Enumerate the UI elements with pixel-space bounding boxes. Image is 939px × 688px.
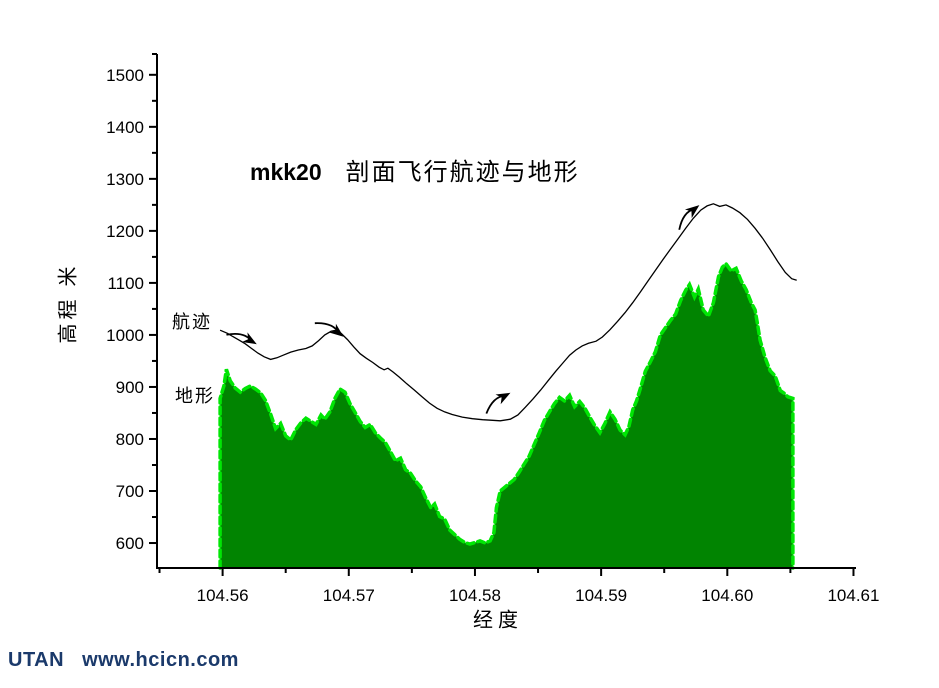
chart-title-code: mkk20	[250, 159, 322, 185]
y-tick-label: 1300	[106, 170, 144, 189]
terrain-outline	[218, 261, 795, 570]
x-tick-label: 104.58	[449, 586, 501, 605]
y-tick-label: 700	[116, 482, 144, 501]
y-tick-label: 800	[116, 430, 144, 449]
trajectory-arrow	[314, 322, 344, 337]
y-tick-label: 1100	[107, 274, 144, 293]
chart-title-text: 剖面飞行航迹与地形	[345, 160, 580, 186]
terrain-area	[220, 263, 793, 568]
trajectory-label: 航迹	[172, 312, 212, 332]
y-tick-label: 600	[116, 534, 144, 553]
x-axis-title: 经度	[473, 609, 523, 632]
trajectory-arrow	[226, 332, 257, 345]
x-tick-label: 104.61	[827, 586, 879, 605]
terrain-label: 地形	[175, 386, 215, 406]
arrow-head	[495, 392, 511, 405]
x-tick-label: 104.60	[701, 586, 753, 605]
arrow-head	[329, 323, 344, 337]
watermark-url: www.hcicn.com	[82, 649, 239, 671]
y-tick-label: 900	[116, 378, 144, 397]
trajectory-arrow	[678, 205, 700, 230]
y-tick-label: 1500	[106, 66, 144, 85]
watermark-brand: UTAN	[8, 649, 65, 671]
watermark: UTAN www.hcicn.com	[8, 649, 239, 672]
arrow-head	[241, 332, 257, 345]
arrow-head	[684, 205, 700, 219]
chart-title: mkk20 剖面飞行航迹与地形	[250, 152, 580, 187]
x-tick-label: 104.56	[197, 586, 249, 605]
trajectory-arrow	[485, 392, 511, 414]
y-axis-title: 高程 米	[57, 262, 80, 344]
y-tick-label: 1400	[106, 118, 144, 137]
x-tick-label: 104.59	[575, 586, 627, 605]
y-tick-label: 1000	[106, 326, 144, 345]
x-tick-label: 104.57	[323, 586, 375, 605]
y-tick-label: 1200	[106, 222, 144, 241]
trajectory-line	[219, 203, 797, 422]
